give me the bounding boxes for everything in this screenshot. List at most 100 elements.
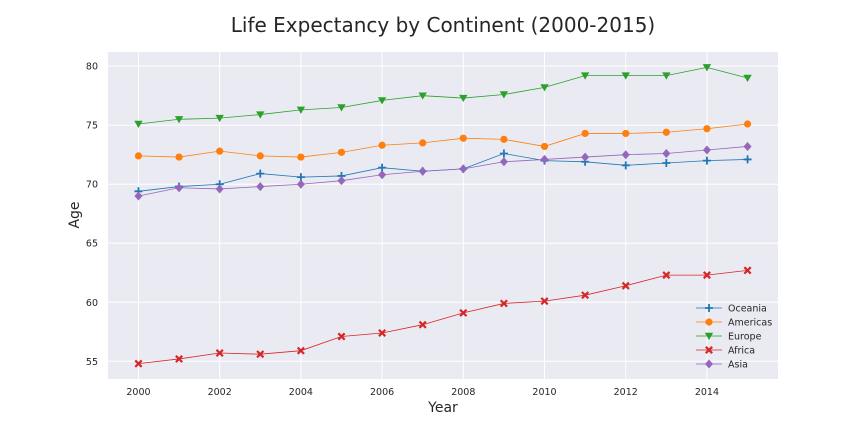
data-point-africa (256, 350, 265, 359)
legend-marker-oceania (705, 304, 713, 312)
y-tick-label: 65 (86, 239, 98, 250)
data-point-asia (702, 145, 711, 155)
data-point-europe (540, 84, 549, 92)
x-tick-label: 2014 (695, 387, 719, 398)
data-point-asia (581, 152, 590, 162)
y-tick-label: 60 (86, 298, 98, 309)
data-point-asia (134, 191, 143, 201)
data-point-americas (256, 152, 264, 160)
x-tick-label: 2002 (208, 387, 232, 398)
series-line-americas (138, 123, 748, 158)
data-point-africa (418, 320, 427, 329)
legend-label: Africa (728, 346, 755, 357)
x-tick-label: 2012 (614, 387, 638, 398)
x-tick-label: 2000 (126, 387, 150, 398)
data-point-americas (622, 129, 630, 138)
legend-item-americas: Americas (696, 318, 772, 329)
x-tick-label: 2008 (451, 387, 475, 398)
data-point-europe (459, 94, 468, 103)
data-point-oceania (499, 149, 508, 158)
legend-label: Asia (728, 360, 748, 371)
data-point-africa (743, 266, 752, 275)
legend-marker-europe (704, 332, 714, 340)
data-point-americas (134, 152, 143, 160)
legend-marker-africa (705, 346, 713, 354)
data-point-europe (256, 111, 265, 119)
data-point-europe (702, 64, 712, 72)
series-asia (134, 141, 752, 201)
data-point-africa (134, 359, 143, 368)
data-point-africa (378, 328, 387, 337)
x-axis-label: Year (427, 400, 458, 416)
data-point-europe (662, 72, 671, 80)
series-line-africa (138, 269, 748, 365)
data-point-oceania (256, 169, 265, 178)
data-point-europe (418, 92, 427, 100)
series-americas (134, 120, 752, 161)
data-point-asia (459, 164, 468, 174)
data-point-africa (662, 271, 671, 280)
y-tick-label: 80 (86, 62, 98, 73)
data-point-asia (256, 182, 265, 192)
data-point-asia (215, 184, 224, 194)
chart-title: Life Expectancy by Continent (2000-2015) (231, 13, 655, 37)
series-africa (134, 266, 752, 368)
plot-area (108, 52, 778, 379)
data-point-asia (378, 170, 387, 180)
data-point-americas (743, 120, 752, 128)
data-point-americas (662, 128, 670, 136)
data-point-americas (500, 135, 508, 143)
data-point-europe (377, 97, 387, 105)
x-tick-label: 2010 (532, 387, 556, 398)
data-point-europe (296, 106, 306, 114)
legend: Oceania Americas Europe Africa Asia (696, 304, 772, 371)
data-point-asia (662, 149, 671, 159)
legend-marker-asia (705, 359, 713, 369)
data-point-africa (215, 349, 224, 358)
data-point-asia (175, 183, 184, 193)
data-point-africa (581, 291, 590, 300)
data-point-americas (297, 153, 305, 161)
data-point-europe (621, 72, 630, 80)
data-point-africa (702, 271, 711, 280)
legend-label: Europe (728, 332, 762, 343)
data-point-americas (459, 134, 467, 142)
legend-label: Americas (728, 318, 772, 329)
data-point-europe (174, 116, 184, 124)
x-tick-label: 2006 (370, 387, 394, 398)
data-point-americas (216, 147, 224, 155)
y-tick-labels: 55 60 65 70 75 80 (86, 62, 98, 368)
data-point-americas (703, 125, 711, 133)
data-point-asia (621, 150, 630, 160)
data-point-oceania (662, 158, 671, 167)
data-point-americas (175, 153, 183, 161)
data-point-asia (540, 154, 549, 164)
data-point-asia (337, 176, 346, 186)
data-point-oceania (702, 156, 711, 165)
data-point-europe (337, 104, 346, 112)
series-europe (134, 64, 752, 129)
series-line-asia (138, 146, 748, 197)
legend-item-africa: Africa (696, 346, 755, 357)
legend-label: Oceania (728, 304, 767, 315)
data-point-oceania (743, 155, 752, 164)
data-point-americas (378, 141, 386, 149)
data-point-europe (215, 114, 224, 123)
legend-marker-americas (705, 318, 713, 326)
data-point-americas (337, 148, 346, 156)
data-point-africa (296, 346, 305, 355)
data-point-asia (296, 179, 305, 189)
data-point-africa (175, 354, 184, 363)
data-point-europe (580, 72, 590, 80)
x-tick-label: 2004 (289, 387, 313, 398)
data-point-asia (499, 157, 508, 167)
data-point-africa (337, 332, 346, 341)
data-point-oceania (621, 161, 630, 170)
y-axis-label: Age (67, 201, 83, 228)
y-tick-label: 75 (86, 121, 98, 132)
data-point-africa (621, 281, 630, 290)
data-point-asia (418, 166, 427, 176)
data-point-europe (134, 120, 143, 129)
x-tick-labels: 2000 2002 2004 2006 2008 2010 2012 2014 (126, 387, 719, 398)
legend-item-europe: Europe (696, 332, 762, 343)
